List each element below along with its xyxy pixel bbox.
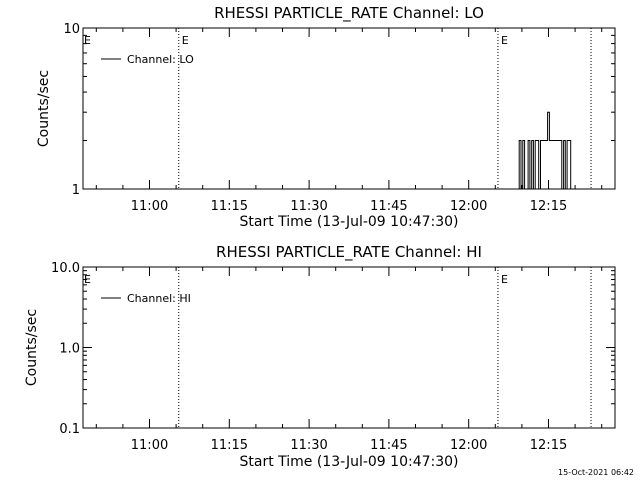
- x-tick-label: 12:00: [450, 199, 487, 214]
- x-tick-label: 11:15: [211, 438, 248, 453]
- x-tick-label: 11:15: [211, 199, 248, 214]
- event-label: E: [182, 34, 189, 47]
- y-axis-label: Counts/sec: [36, 70, 52, 147]
- x-axis-label: Start Time (13-Jul-09 10:47:30): [239, 454, 458, 470]
- x-tick-label: 11:00: [131, 438, 168, 453]
- y-tick-label: 10: [63, 22, 80, 37]
- chart-title: RHESSI PARTICLE_RATE Channel: LO: [214, 4, 484, 23]
- event-label: E: [501, 34, 508, 47]
- x-tick-label: 11:45: [370, 199, 407, 214]
- date-stamp: 15-Oct-2021 06:42: [558, 468, 634, 477]
- y-axis-label: Counts/sec: [24, 309, 40, 386]
- plot-frame: [82, 27, 616, 190]
- chart-title: RHESSI PARTICLE_RATE Channel: HI: [216, 243, 482, 262]
- series-line-lo: [517, 111, 576, 190]
- x-tick-label: 12:15: [530, 438, 567, 453]
- x-tick-label: 12:15: [530, 199, 567, 214]
- y-tick-label: 0.1: [59, 422, 80, 437]
- panel-lo-channel: RHESSI PARTICLE_RATE Channel: LO 1 10 Count…: [36, 4, 616, 230]
- x-tick-label: 11:45: [370, 438, 407, 453]
- legend-entry: Channel: HI: [127, 292, 191, 305]
- x-tick-label: 12:00: [450, 438, 487, 453]
- edge-marker: E: [84, 273, 91, 286]
- x-tick-label: 11:30: [290, 199, 327, 214]
- x-tick-label: 11:00: [131, 199, 168, 214]
- x-axis-label: Start Time (13-Jul-09 10:47:30): [239, 214, 458, 230]
- y-tick-label: 1.0: [59, 342, 80, 357]
- y-tick-label: 1: [72, 183, 80, 198]
- legend-entry: Channel: LO: [127, 53, 194, 66]
- y-tick-label: 10.0: [51, 261, 80, 276]
- panel-hi-channel: RHESSI PARTICLE_RATE Channel: HI 0.1 1.0 10…: [24, 243, 616, 470]
- x-tick-label: 11:30: [290, 438, 327, 453]
- edge-marker: E: [84, 34, 91, 47]
- event-label: E: [501, 273, 508, 286]
